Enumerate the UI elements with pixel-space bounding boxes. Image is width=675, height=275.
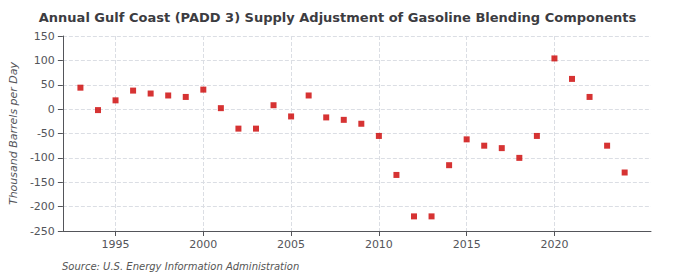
svg-text:-100: -100 [30, 151, 55, 164]
svg-text:-200: -200 [30, 200, 55, 213]
svg-text:Thousand Barrels per Day: Thousand Barrels per Day [7, 61, 20, 205]
svg-text:2010: 2010 [365, 238, 393, 251]
svg-text:Source: U.S. Energy Informatio: Source: U.S. Energy Information Administ… [62, 261, 299, 272]
svg-text:Annual Gulf Coast (PADD 3) Sup: Annual Gulf Coast (PADD 3) Supply Adjust… [39, 10, 637, 25]
svg-text:-150: -150 [30, 176, 55, 189]
svg-text:100: 100 [34, 54, 55, 67]
svg-text:2005: 2005 [277, 238, 305, 251]
svg-text:-50: -50 [37, 127, 55, 140]
svg-text:50: 50 [41, 78, 55, 91]
svg-text:2020: 2020 [540, 238, 568, 251]
svg-text:-250: -250 [30, 225, 55, 238]
svg-text:1995: 1995 [102, 238, 130, 251]
svg-text:2015: 2015 [453, 238, 481, 251]
svg-text:150: 150 [34, 30, 55, 43]
svg-text:2000: 2000 [189, 238, 217, 251]
svg-text:0: 0 [48, 103, 55, 116]
